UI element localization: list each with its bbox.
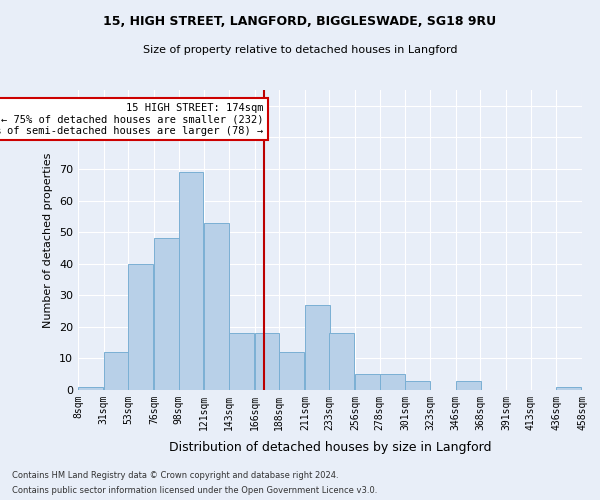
Y-axis label: Number of detached properties: Number of detached properties [43, 152, 53, 328]
X-axis label: Distribution of detached houses by size in Langford: Distribution of detached houses by size … [169, 441, 491, 454]
Bar [204, 222, 229, 390]
Bar [279, 352, 304, 390]
Bar [329, 333, 354, 390]
Bar [556, 387, 581, 390]
Text: Size of property relative to detached houses in Langford: Size of property relative to detached ho… [143, 45, 457, 55]
Bar [154, 238, 179, 390]
Bar [456, 380, 481, 390]
Text: 15, HIGH STREET, LANGFORD, BIGGLESWADE, SG18 9RU: 15, HIGH STREET, LANGFORD, BIGGLESWADE, … [103, 15, 497, 28]
Text: Contains public sector information licensed under the Open Government Licence v3: Contains public sector information licen… [12, 486, 377, 495]
Text: Contains HM Land Registry data © Crown copyright and database right 2024.: Contains HM Land Registry data © Crown c… [12, 471, 338, 480]
Bar [355, 374, 380, 390]
Bar [78, 387, 103, 390]
Bar [104, 352, 128, 390]
Bar [179, 172, 203, 390]
Bar [380, 374, 404, 390]
Bar [229, 333, 254, 390]
Bar [305, 304, 329, 390]
Bar [128, 264, 153, 390]
Bar [406, 380, 430, 390]
Text: 15 HIGH STREET: 174sqm
← 75% of detached houses are smaller (232)
25% of semi-de: 15 HIGH STREET: 174sqm ← 75% of detached… [0, 102, 263, 136]
Bar [254, 333, 280, 390]
